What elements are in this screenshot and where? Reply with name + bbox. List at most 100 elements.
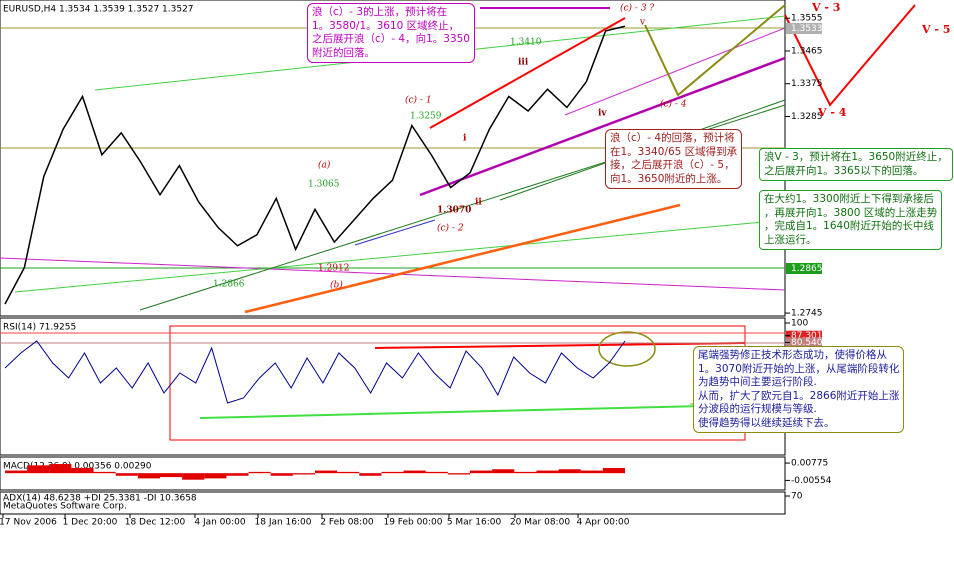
- note-line: 分波段的运行规模与等级.: [698, 403, 817, 415]
- note-line: 从而，扩大了欧元自1。2866附近开始上涨: [698, 389, 900, 402]
- macd-bar: [403, 470, 426, 474]
- x-tick-label: 4 Jan 00:00: [194, 518, 246, 528]
- y-tick-label: 1.3555: [791, 14, 823, 24]
- wave-label: 1.3410: [510, 38, 542, 48]
- note-rsi: 尾端强势修正技术形态成功，使得价格从 1。3070附近开始的上涨，从尾端阶段转化为…: [693, 346, 905, 433]
- note-line: 尾端强势修正技术形态成功，使得价格从: [698, 349, 887, 361]
- y-tick-label: 1.3285: [791, 112, 823, 122]
- wave-label: 1.3259: [410, 112, 442, 122]
- macd-bar: [71, 467, 94, 474]
- macd-bar: [27, 465, 50, 474]
- macd-bar: [536, 470, 559, 474]
- macd-bar: [558, 469, 581, 474]
- x-tick-label: 19 Feb 00:00: [383, 518, 442, 528]
- wave-label: iii: [518, 58, 529, 68]
- wave-label: (a): [318, 160, 331, 171]
- macd-bar: [470, 470, 493, 474]
- note-line: 在1。3340/65 区域得到承: [610, 145, 738, 158]
- macd-bar: [93, 471, 116, 474]
- wave-label: 1.2912: [318, 264, 350, 274]
- header: EURUSD,H4 1.3534 1.3539 1.3527 1.3527: [3, 5, 194, 15]
- y-tick-label: 80.5405: [791, 338, 828, 348]
- note-line: 之后展开浪（c）- 4，向1。3350: [312, 33, 470, 45]
- wave-label: 1.3065: [308, 180, 340, 190]
- wave-label: V - 4: [817, 106, 847, 119]
- rsi-line: [4, 340, 626, 404]
- macd-bar: [602, 467, 625, 474]
- x-tick-label: 18 Jan 16:00: [255, 518, 312, 528]
- macd-frame: [0, 456, 786, 491]
- macd-bar: [447, 473, 470, 475]
- marker-price: 1.2865: [791, 264, 823, 274]
- macd-bar: [580, 470, 603, 474]
- wave-label: V - 3: [811, 1, 840, 14]
- note-c3: 浪（c）- 3的上涨，预计将在 1。3580/1。3610 区域终止， 之后展开浪（…: [307, 3, 475, 63]
- note-line: 接，之后展开浪（c）- 5，: [610, 159, 735, 171]
- x-tick-label: 1 Dec 20:00: [63, 518, 118, 528]
- rsi-tick-bg: [786, 337, 822, 348]
- macd-bar: [160, 473, 183, 478]
- note-line: 浪（c）- 3的上涨，预计将在: [312, 6, 448, 18]
- macd-bar: [337, 471, 360, 474]
- wave-label: iv: [598, 109, 607, 119]
- y-tick-label: -0.00554: [791, 476, 832, 486]
- marker-price-bg: [786, 263, 822, 274]
- macd-bar: [248, 471, 271, 474]
- wave-label: (b): [330, 280, 343, 291]
- rsi-title: RSI(14) 71.9255: [3, 323, 76, 333]
- wave-label: v: [639, 18, 646, 28]
- y-tick-label: 1.2745: [791, 309, 823, 319]
- watermark: MetaQuotes Software Corp.: [3, 502, 127, 512]
- macd-bar: [204, 473, 227, 479]
- x-tick-label: 18 Dec 12:00: [125, 518, 186, 528]
- y-tick-label: 100: [791, 319, 808, 329]
- x-tick-label: 20 Mar 08:00: [510, 518, 570, 528]
- wave-label: V - 5: [921, 23, 950, 36]
- y-tick-label: 70: [791, 492, 803, 502]
- x-tick-label: 5 Mar 16:00: [447, 518, 502, 528]
- note-v3: 浪V - 3，预计将在1。3650附近终止， 之后展开向1。3365以下的回落。: [759, 148, 953, 181]
- macd-bar: [315, 470, 338, 474]
- macd-bar: [425, 471, 448, 474]
- note-line: 1。3580/1。3610 区域终止，: [312, 19, 460, 32]
- note-line: 浪（c）- 4的回落，预计将: [610, 132, 735, 144]
- wave-label: 1.2866: [213, 280, 245, 290]
- macd-title: MACD(12,26,9) 0.00356 0.00290: [3, 462, 152, 472]
- note-line: 使得趋势得以继续延续下去。: [698, 416, 835, 429]
- macd-bar: [226, 473, 249, 476]
- wave-label: ii: [475, 198, 482, 208]
- x-tick-label: 4 Apr 00:00: [577, 518, 630, 528]
- rsi-frame: [0, 317, 786, 456]
- price-line: [4, 25, 626, 305]
- note-line: 为趋势中间主要运行阶段.: [698, 376, 817, 388]
- wave-label: i: [463, 134, 467, 144]
- macd-bar: [514, 471, 537, 474]
- note-line: ，完成自1。1640附近开始的长中线: [764, 220, 934, 232]
- adx-frame: [0, 491, 786, 515]
- note-line: 附近的回落。: [312, 46, 375, 59]
- macd-bar: [137, 473, 160, 479]
- note-line: 浪V - 3，预计将在1。3650附近终止，: [764, 151, 948, 163]
- current-price: 1.3533: [791, 24, 823, 34]
- wave-label: (c) - 3 ?: [620, 3, 654, 14]
- x-tick-label: 17 Nov 2006: [0, 518, 57, 528]
- note-line: 在大约1。3300附近上下得到承接后: [764, 193, 934, 205]
- trend-lines: [0, 4, 916, 441]
- y-tick-label: 87.3016: [791, 331, 828, 341]
- note-c4: 浪（c）- 4的回落，预计将 在1。3340/65 区域得到承 接，之后展开浪（c）…: [605, 129, 743, 189]
- macd-bar: [49, 464, 72, 474]
- y-tick-label: 1.3375: [791, 79, 823, 89]
- wave-label: (c) - 4: [660, 99, 687, 110]
- y-tick-label: 1.3465: [791, 46, 823, 56]
- note-line: ，再展开向1。3800 区域的上涨走势: [764, 206, 938, 219]
- note-line: 向1。3650附近的上涨。: [610, 172, 728, 185]
- macd-bar: [182, 473, 205, 480]
- macd-bar: [492, 469, 515, 474]
- macd-bar: [270, 473, 293, 476]
- rsi-tick-bg: [786, 330, 822, 341]
- macd-bar: [5, 470, 28, 474]
- macd-bar: [359, 473, 382, 476]
- macd-bar: [115, 473, 138, 476]
